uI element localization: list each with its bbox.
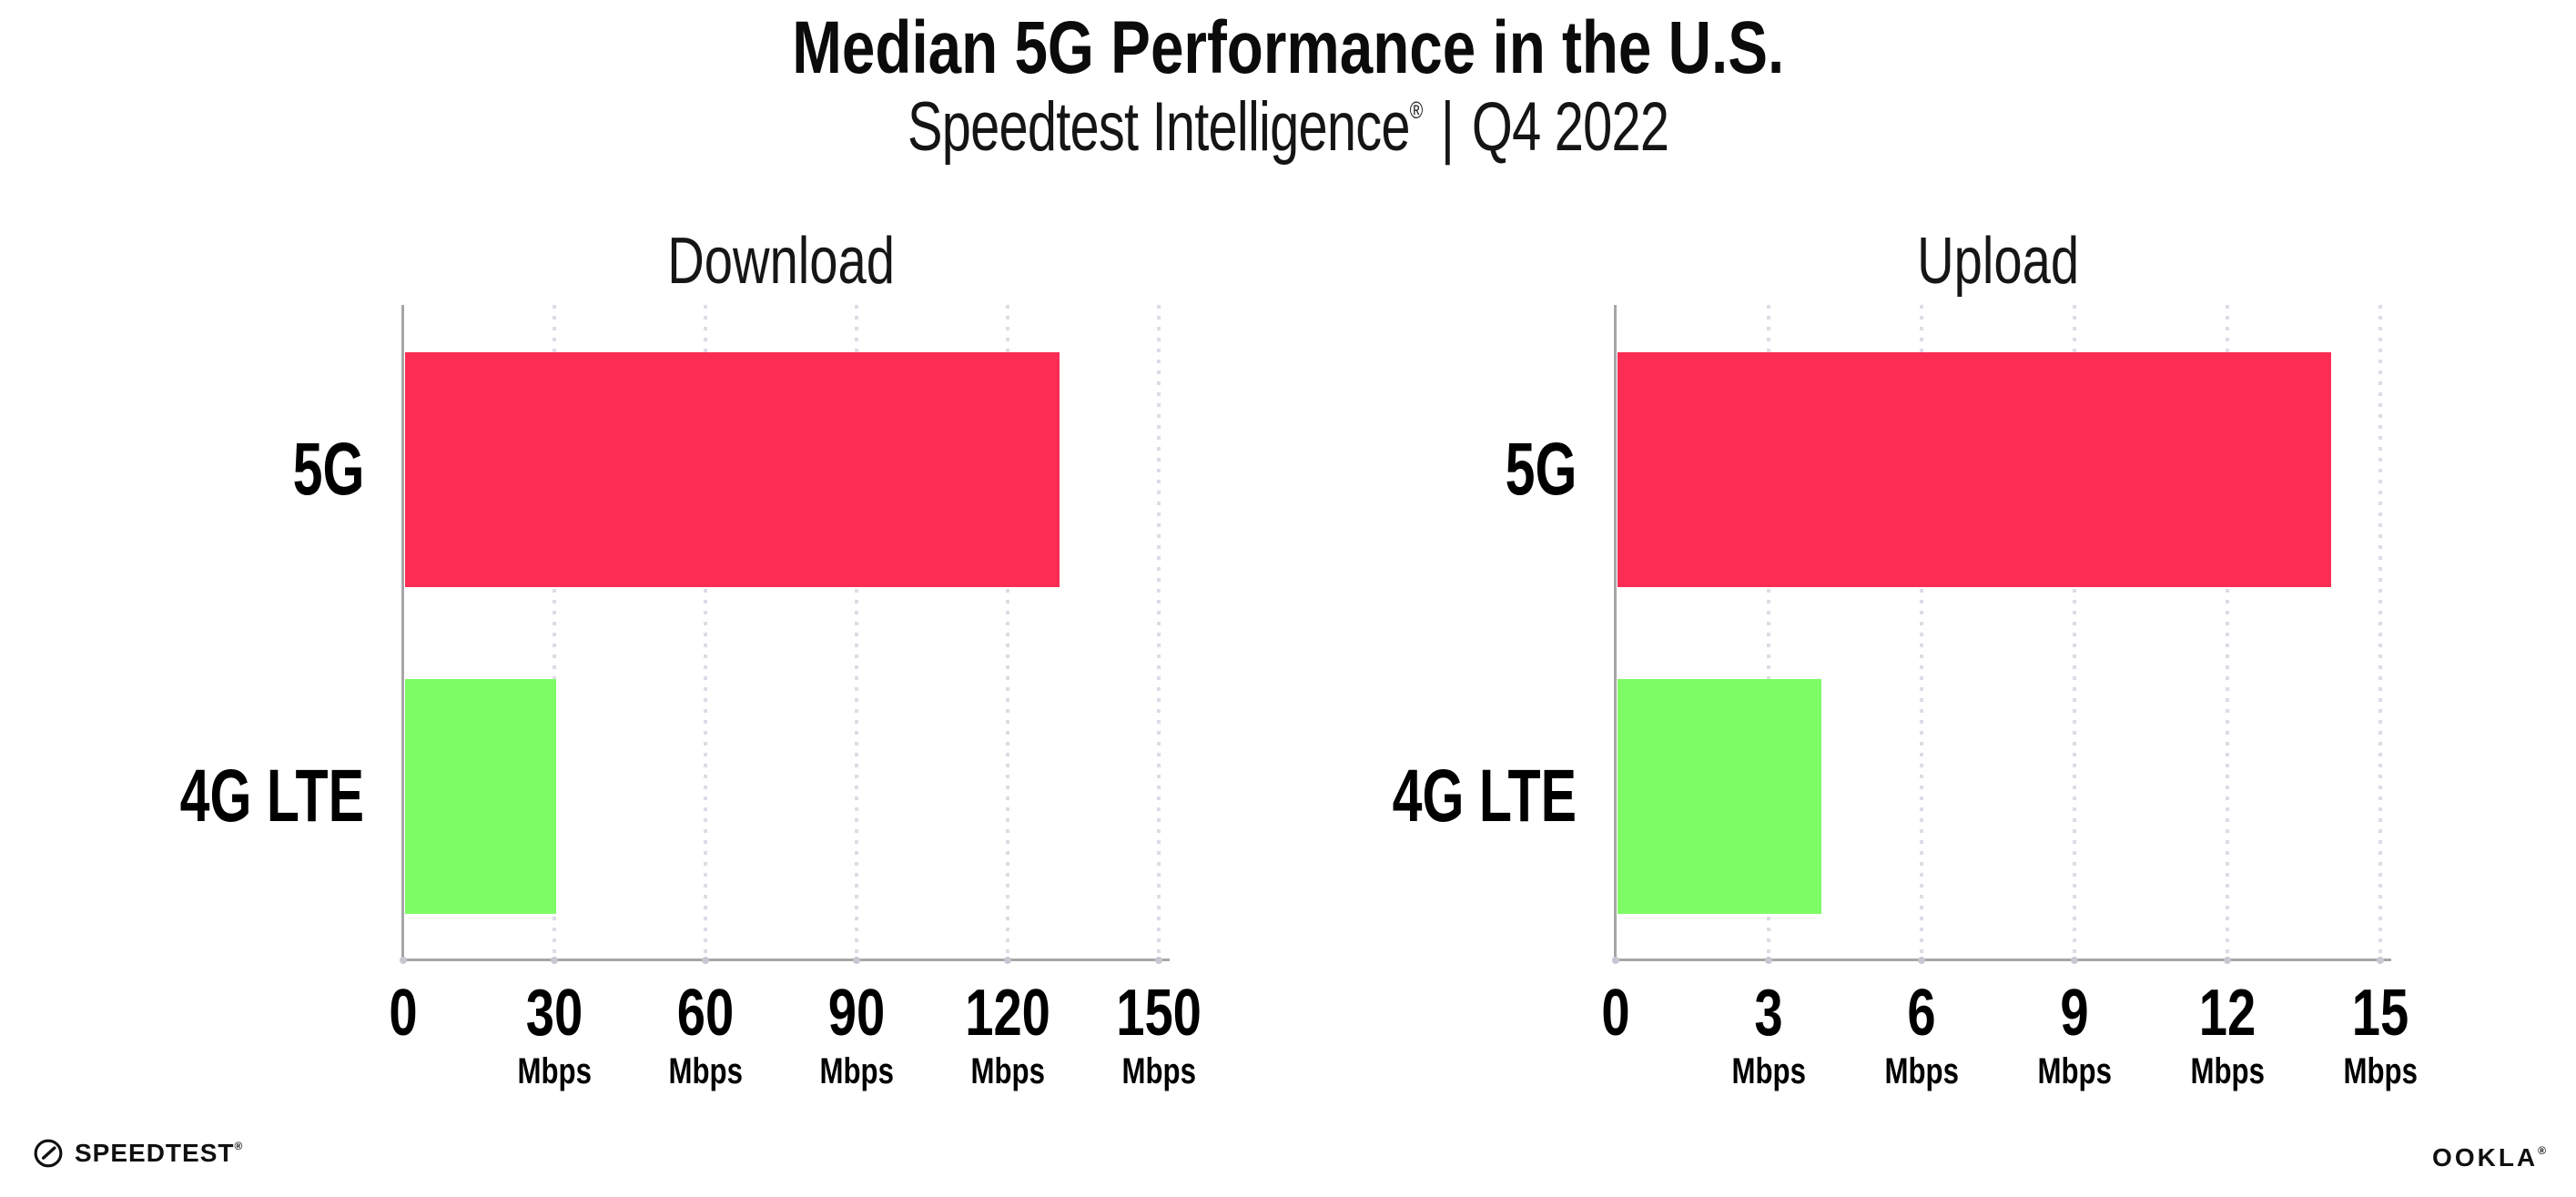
axis-tick-dot [702, 957, 709, 964]
speedtest-logo: SPEEDTEST® [33, 1138, 243, 1169]
axis-tick-dot [1765, 957, 1772, 964]
category-label-5g-download: 5G [292, 428, 364, 511]
bar-5g-upload [1618, 352, 2331, 587]
upload-plot-area [1612, 305, 2391, 964]
category-label-5g-upload: 5G [1505, 428, 1577, 511]
x-tick-label: 9 Mbps [2037, 977, 2112, 1091]
x-tick-label: 6 Mbps [1884, 977, 1959, 1091]
upload-chart-title: Upload [1917, 225, 2079, 298]
gridline [2226, 305, 2229, 959]
page-subtitle: Speedtest Intelligence® | Q4 2022 [0, 93, 2576, 162]
axis-tick-dot [1004, 957, 1011, 964]
bar-4g-lte-upload [1618, 679, 1821, 914]
ookla-wordmark: OOKLA [2432, 1143, 2539, 1172]
speedtest-wordmark: SPEEDTEST [75, 1139, 235, 1167]
x-axis-line [1614, 959, 2391, 961]
gridline [1920, 305, 1923, 959]
subtitle-brand: Speedtest Intelligence [907, 88, 1410, 166]
y-axis-line [401, 305, 404, 959]
bar-4g-lte-download [405, 679, 556, 914]
x-tick-label: 0 [1601, 977, 1630, 1050]
gridline [553, 305, 556, 959]
registered-trademark-icon: ® [2538, 1143, 2549, 1157]
page-title-text: Median 5G Performance in the U.S. [792, 6, 1784, 89]
registered-trademark-icon: ® [234, 1139, 244, 1152]
x-tick-label: 3 Mbps [1731, 977, 1806, 1091]
download-plot-area [400, 305, 1170, 964]
gridline [2073, 305, 2076, 959]
x-tick-label: 60 Mbps [668, 977, 743, 1091]
x-tick-label: 12 Mbps [2190, 977, 2265, 1091]
gridline [704, 305, 707, 959]
x-tick-label: 15 Mbps [2343, 977, 2418, 1091]
bar-5g-download [405, 352, 1060, 587]
x-tick-label: 0 [389, 977, 418, 1050]
ookla-logo: OOKLA® [2432, 1143, 2549, 1172]
subtitle-period: Q4 2022 [1471, 88, 1669, 166]
axis-tick-dot [400, 957, 407, 964]
x-tick-label: 120 Mbps [965, 977, 1050, 1091]
axis-tick-dot [853, 957, 860, 964]
category-label-4g-lte-upload: 4G LTE [1392, 755, 1577, 837]
gridline [855, 305, 858, 959]
axis-tick-dot [1612, 957, 1619, 964]
gridline [1157, 305, 1161, 959]
gridline [1767, 305, 1770, 959]
axis-tick-dot [551, 957, 558, 964]
x-tick-label: 90 Mbps [819, 977, 894, 1091]
registered-trademark-icon: ® [1409, 98, 1424, 125]
axis-tick-dot [2071, 957, 2078, 964]
gridline [2378, 305, 2382, 959]
x-tick-label: 150 Mbps [1116, 977, 1202, 1091]
category-label-4g-lte-download: 4G LTE [179, 755, 364, 837]
axis-tick-dot [1155, 957, 1162, 964]
axis-tick-dot [2377, 957, 2384, 964]
y-axis-line [1614, 305, 1617, 959]
axis-tick-dot [1918, 957, 1925, 964]
speedtest-gauge-icon [33, 1138, 64, 1169]
x-tick-label: 30 Mbps [517, 977, 592, 1091]
gridline [1006, 305, 1009, 959]
axis-tick-dot [2224, 957, 2231, 964]
subtitle-separator: | [1440, 88, 1455, 166]
page-title: Median 5G Performance in the U.S. [0, 11, 2576, 86]
x-axis-line [401, 959, 1170, 961]
download-chart-title: Download [667, 225, 895, 298]
